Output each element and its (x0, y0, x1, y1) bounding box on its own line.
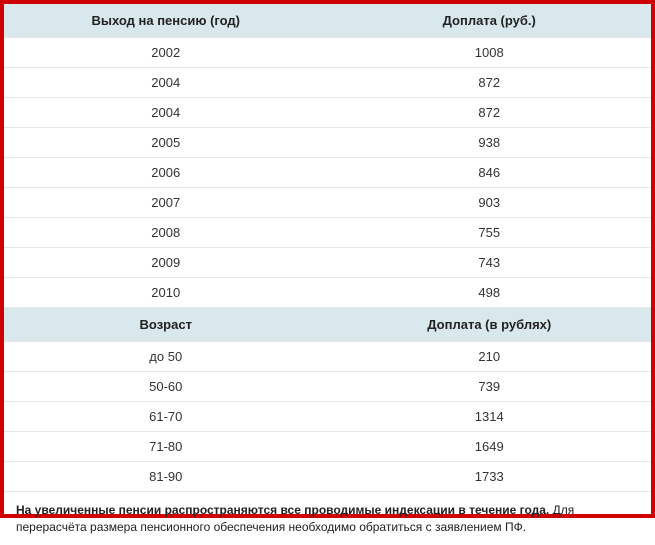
cell-value: 872 (328, 98, 652, 128)
cell-year: 2002 (4, 38, 328, 68)
table1-header-right: Доплата (руб.) (328, 4, 652, 38)
cell-value: 743 (328, 248, 652, 278)
cell-value: 872 (328, 68, 652, 98)
cell-year: 2005 (4, 128, 328, 158)
table2-header-row: Возраст Доплата (в рублях) (4, 308, 651, 342)
content-wrapper: Выход на пенсию (год) Доплата (руб.) 200… (4, 4, 651, 545)
cell-year: 2007 (4, 188, 328, 218)
cell-value: 903 (328, 188, 652, 218)
table-row: 50-60739 (4, 372, 651, 402)
cell-value: 1649 (328, 432, 652, 462)
table-row: 2004872 (4, 68, 651, 98)
cell-value: 739 (328, 372, 652, 402)
footer-bold: На увеличенные пенсии распространяются в… (16, 503, 549, 517)
footer-note: На увеличенные пенсии распространяются в… (4, 492, 651, 545)
table1-header-left: Выход на пенсию (год) (4, 4, 328, 38)
cell-value: 938 (328, 128, 652, 158)
table-row: 2010498 (4, 278, 651, 308)
cell-value: 1733 (328, 462, 652, 492)
cell-value: 210 (328, 342, 652, 372)
table-row: до 50210 (4, 342, 651, 372)
table-row: 2006846 (4, 158, 651, 188)
cell-age: 50-60 (4, 372, 328, 402)
table-row: 2004872 (4, 98, 651, 128)
table-row: 2007903 (4, 188, 651, 218)
table-row: 81-901733 (4, 462, 651, 492)
cell-year: 2009 (4, 248, 328, 278)
table-row: 2005938 (4, 128, 651, 158)
cell-year: 2008 (4, 218, 328, 248)
cell-age: 61-70 (4, 402, 328, 432)
table2-header-right: Доплата (в рублях) (328, 308, 652, 342)
table-row: 61-701314 (4, 402, 651, 432)
table-row: 71-801649 (4, 432, 651, 462)
table-row: 2009743 (4, 248, 651, 278)
pension-table: Выход на пенсию (год) Доплата (руб.) 200… (4, 4, 651, 492)
cell-year: 2006 (4, 158, 328, 188)
cell-value: 1008 (328, 38, 652, 68)
cell-value: 755 (328, 218, 652, 248)
cell-year: 2004 (4, 68, 328, 98)
cell-year: 2004 (4, 98, 328, 128)
cell-age: 81-90 (4, 462, 328, 492)
cell-age: до 50 (4, 342, 328, 372)
table2-header-left: Возраст (4, 308, 328, 342)
cell-value: 1314 (328, 402, 652, 432)
table-row: 20021008 (4, 38, 651, 68)
table1-body: 20021008 2004872 2004872 2005938 2006846… (4, 38, 651, 492)
table-row: 2008755 (4, 218, 651, 248)
cell-age: 71-80 (4, 432, 328, 462)
cell-year: 2010 (4, 278, 328, 308)
cell-value: 846 (328, 158, 652, 188)
table1-header-row: Выход на пенсию (год) Доплата (руб.) (4, 4, 651, 38)
cell-value: 498 (328, 278, 652, 308)
